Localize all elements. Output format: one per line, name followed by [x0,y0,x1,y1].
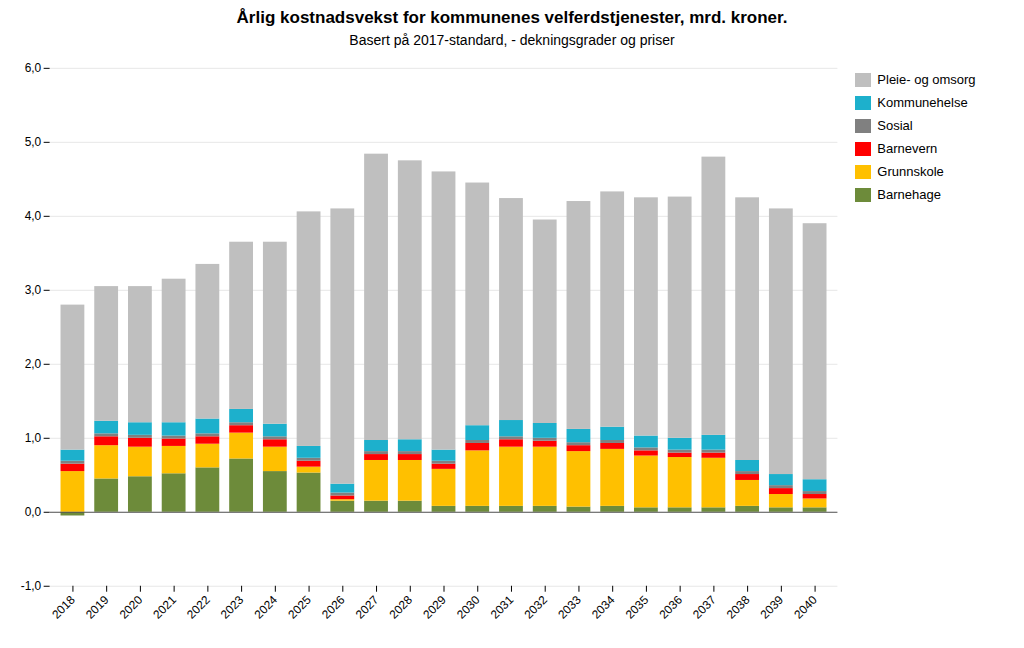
svg-text:4,0: 4,0 [25,209,42,223]
svg-text:2026: 2026 [319,593,348,622]
svg-text:3,0: 3,0 [25,283,42,297]
svg-text:2039: 2039 [758,593,787,622]
html-text:Barnevern: Barnevern [877,141,938,156]
svg-text:2034: 2034 [589,593,618,622]
svg-text:2021: 2021 [150,593,179,622]
svg-text:5,0: 5,0 [25,135,42,149]
svg-text:6,0: 6,0 [25,61,42,75]
svg-text:2040: 2040 [791,593,820,622]
svg-text:2032: 2032 [521,593,550,622]
svg-text:2033: 2033 [555,593,584,622]
svg-text:2028: 2028 [386,593,415,622]
html-text:Barnehage: Barnehage [877,187,941,202]
html-text:Sosial: Sosial [877,118,913,133]
svg-text:2027: 2027 [353,593,382,622]
svg-text:2023: 2023 [218,593,247,622]
svg-text:1,0: 1,0 [25,431,42,445]
html-text:Pleie- og omsorg: Pleie- og omsorg [877,72,976,87]
svg-text:2022: 2022 [184,593,213,622]
html-text:Basert på 2017-standard, - dek: Basert på 2017-standard, - dekningsgrade… [349,32,675,48]
svg-text:2018: 2018 [49,593,78,622]
html-text:Årlig kostnadsvekst for kommun: Årlig kostnadsvekst for kommunenes velfe… [236,8,788,27]
svg-text:2036: 2036 [656,593,685,622]
svg-text:2,0: 2,0 [25,357,42,371]
svg-text:2025: 2025 [285,593,314,622]
svg-text:2031: 2031 [488,593,517,622]
svg-text:2019: 2019 [83,593,112,622]
svg-text:2029: 2029 [420,593,449,622]
svg-text:2024: 2024 [252,593,281,622]
svg-text:2020: 2020 [117,593,146,622]
svg-text:0,0: 0,0 [25,505,42,519]
svg-text:-1,0: -1,0 [21,579,42,593]
svg-text:2030: 2030 [454,593,483,622]
svg-text:2037: 2037 [690,593,719,622]
html-text:Grunnskole: Grunnskole [877,164,944,179]
html-text:Kommunehelse: Kommunehelse [877,95,968,110]
svg-text:2035: 2035 [623,593,652,622]
svg-text:2038: 2038 [724,593,753,622]
